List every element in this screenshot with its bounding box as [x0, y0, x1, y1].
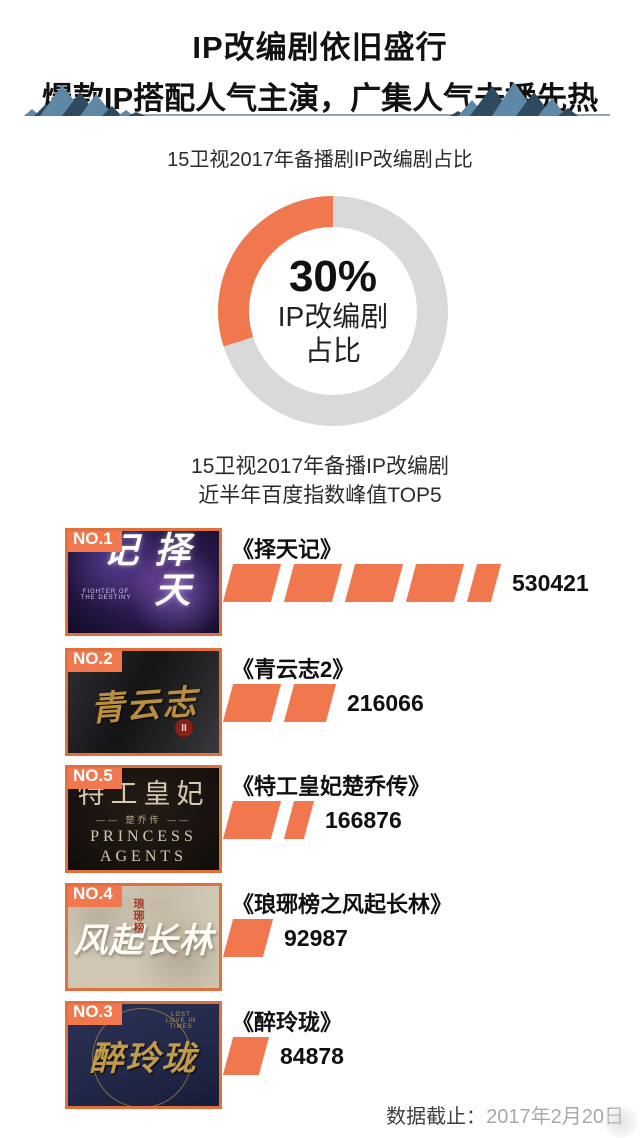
top5-row-4: NO.4 风起长林 琅琊榜 《琅琊榜之风起长林》 92987	[0, 881, 640, 993]
mountain-range-left-icon	[24, 85, 146, 116]
donut-center-label1: IP改编剧	[277, 301, 389, 332]
bar-row: 216066	[222, 684, 424, 722]
bar-segment	[222, 564, 282, 602]
bar-segment	[222, 801, 282, 839]
bar-segment	[283, 801, 315, 839]
bar-row: 166876	[222, 801, 402, 839]
bar-segment	[222, 684, 282, 722]
bar-row: 92987	[222, 919, 348, 957]
bar-row: 84878	[222, 1037, 344, 1075]
rank-badge: NO.5	[68, 768, 122, 789]
index-value: 92987	[284, 924, 348, 951]
bar-segment	[466, 564, 502, 602]
rank-badge: NO.1	[68, 531, 122, 552]
bar-segments	[222, 801, 315, 839]
bar-segments	[222, 564, 502, 602]
poster-mid-text: —— 楚乔传 ——	[95, 815, 191, 825]
top5-section-title: 15卫视2017年备播IP改编剧 近半年百度指数峰值TOP5	[0, 452, 640, 510]
donut-center: 30% IP改编剧 占比	[249, 227, 417, 395]
poster-sub-text: FIGHTER OF THE DESTINY	[80, 589, 132, 601]
drama-title: 《青云志2》	[232, 657, 355, 682]
poster-fengqichanglin: NO.4 风起长林 琅琊榜	[65, 883, 222, 991]
bar-segment	[222, 1037, 270, 1075]
rank-badge: NO.4	[68, 886, 122, 907]
bar-segment	[283, 564, 343, 602]
drama-title: 《择天记》	[232, 537, 343, 562]
top5-row-5: NO.3 醉玲珑 LOST LOVE IN TIMES 《醉玲珑》 84878	[0, 999, 640, 1111]
bar-segments	[222, 684, 337, 722]
poster-sub-text2: AGENTS	[99, 848, 188, 865]
index-value: 216066	[347, 689, 424, 716]
page-title-line1: IP改编剧依旧盛行	[192, 30, 448, 65]
bar-segment	[344, 564, 404, 602]
poster-zetianji: NO.1 择天记 FIGHTER OF THE DESTINY	[65, 528, 222, 636]
top5-title-line2: 近半年百度指数峰值TOP5	[198, 484, 442, 507]
top5-row-3: NO.5 特工皇妃 —— 楚乔传 —— PRINCESS AGENTS 《特工皇…	[0, 763, 640, 875]
poster-seal-text: II	[175, 719, 193, 737]
drama-title: 《琅琊榜之风起长林》	[232, 892, 453, 917]
poster-sub-text: LOST LOVE IN TIMES	[165, 1012, 197, 1030]
poster-small-text: 琅琊榜	[132, 898, 144, 934]
poster-zuilinglong: NO.3 醉玲珑 LOST LOVE IN TIMES	[65, 1001, 222, 1109]
poster-ring-decoration	[92, 1008, 192, 1106]
bar-segments	[222, 919, 274, 957]
bar-segments	[222, 1037, 270, 1075]
poster-sub-text1: PRINCESS	[90, 828, 197, 845]
watermark-logo	[604, 1106, 638, 1138]
top5-title-line1: 15卫视2017年备播IP改编剧	[191, 455, 449, 478]
donut-chart: 30% IP改编剧 占比	[218, 196, 448, 426]
drama-title: 《醉玲珑》	[232, 1010, 343, 1035]
bar-row: 530421	[222, 564, 589, 602]
poster-art: 特工皇妃 —— 楚乔传 —— PRINCESS AGENTS	[68, 768, 219, 870]
mountain-range-right-icon	[450, 82, 578, 116]
divider-line	[25, 114, 610, 116]
drama-title: 《特工皇妃楚乔传》	[232, 774, 431, 799]
index-value: 84878	[280, 1042, 344, 1069]
bar-segment	[283, 684, 337, 722]
top5-row-2: NO.2 青云志 II 《青云志2》 216066	[0, 646, 640, 758]
bar-segment	[222, 919, 274, 957]
index-value: 530421	[512, 569, 589, 596]
rank-badge: NO.2	[68, 651, 122, 672]
poster-main-text: 风起长林	[73, 921, 214, 960]
index-value: 166876	[325, 806, 402, 833]
rank-badge: NO.3	[68, 1004, 122, 1025]
donut-center-label2: 占比	[304, 335, 361, 366]
donut-chart-title: 15卫视2017年备播剧IP改编剧占比	[167, 149, 473, 171]
poster-qingyunzhi2: NO.2 青云志 II	[65, 648, 222, 756]
bar-segment	[405, 564, 465, 602]
donut-center-value: 30%	[288, 252, 378, 301]
poster-chuqiaozhuan: NO.5 特工皇妃 —— 楚乔传 —— PRINCESS AGENTS	[65, 765, 222, 873]
top5-row-1: NO.1 择天记 FIGHTER OF THE DESTINY 《择天记》 53…	[0, 526, 640, 638]
